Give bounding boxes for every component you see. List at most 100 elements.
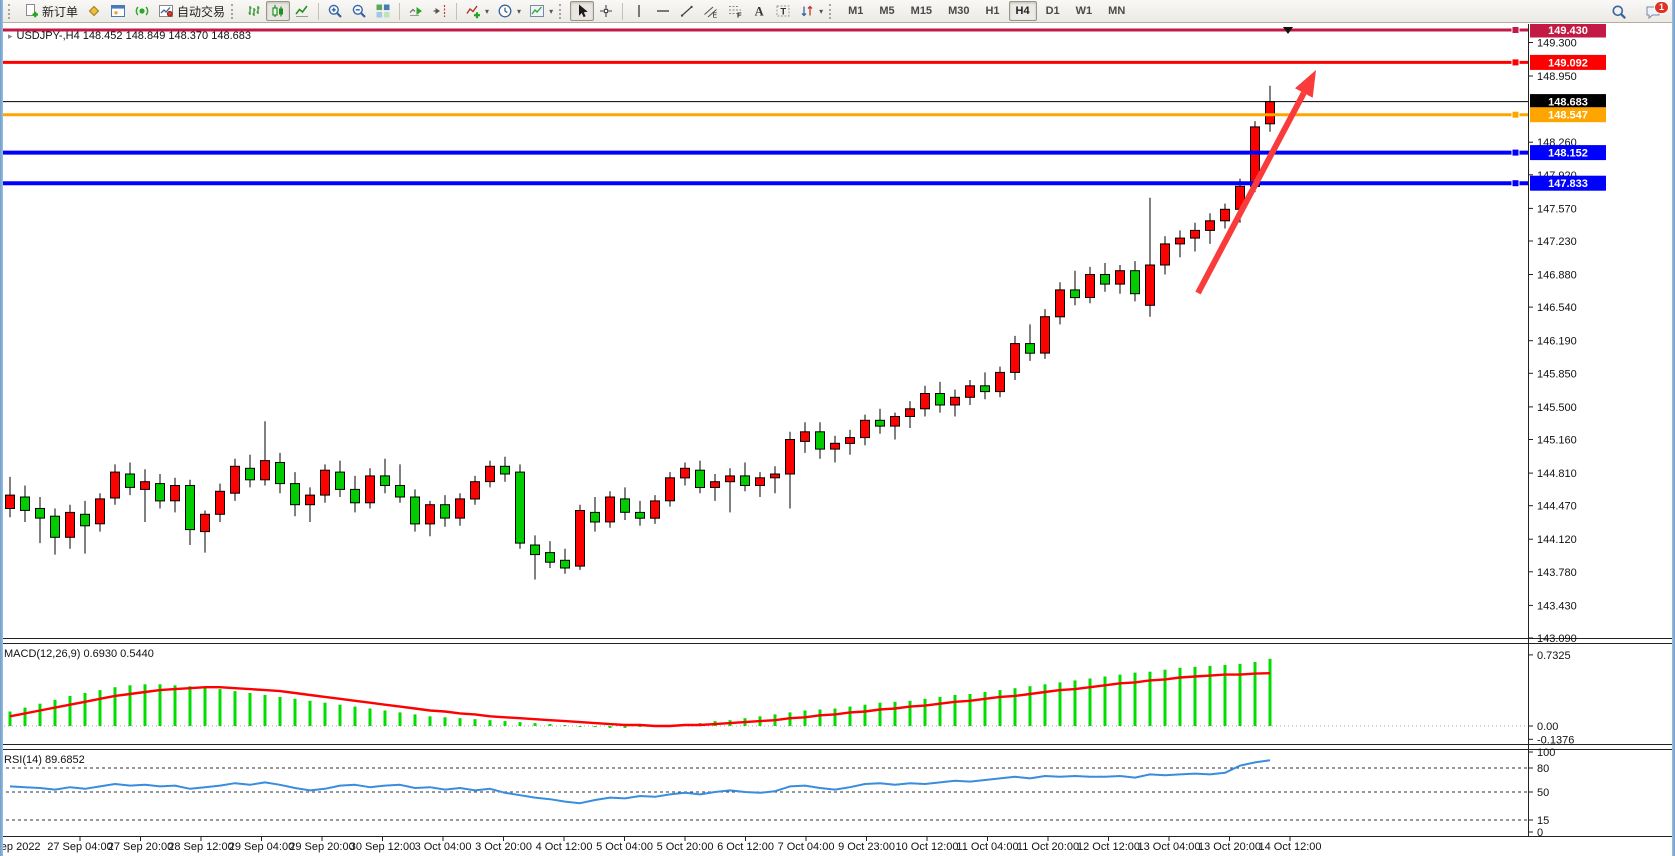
new-order-button[interactable]: 新订单 [19,1,82,21]
macd-histogram-bar [1103,676,1107,726]
chart-shift-button[interactable] [428,1,452,21]
zoom-out-button[interactable] [347,1,371,21]
macd-histogram-bar [848,706,852,726]
macd-histogram-bar [1193,666,1197,726]
timeframe-h1-button[interactable]: H1 [985,5,1000,17]
svg-text:F: F [737,11,742,20]
svg-text:T: T [780,7,786,18]
timeframe-h4-button[interactable]: H4 [1008,1,1037,21]
candle [515,471,525,544]
line-chart-button[interactable] [290,1,314,21]
search-button[interactable] [1607,2,1631,22]
candle [335,471,345,490]
text-button[interactable]: A [747,1,771,21]
macd-histogram-bar [308,700,312,726]
crosshair-button[interactable] [594,1,618,21]
timeframe-m1-button[interactable]: M1 [848,5,864,17]
candle [995,371,1005,393]
support-line-upper-handle[interactable] [1511,148,1520,157]
trend-arrow-annotation[interactable] [1195,70,1316,295]
chart-area[interactable]: ▸ USDJPY-,H4 148.452 148.849 148.370 148… [0,24,1675,856]
candle [710,481,720,489]
candle [1160,243,1170,266]
candle [455,498,465,519]
tile-windows-button[interactable] [371,1,395,21]
price-axis[interactable]: 149.300148.950148.260147.920147.570147.2… [1528,38,1577,646]
candlestick-chart-button[interactable] [266,1,291,21]
candle [1115,270,1125,285]
timeframe-d1-button[interactable]: D1 [1045,5,1060,17]
bars-icon [248,6,260,16]
autotrading-button[interactable]: 自动交易 [154,1,229,21]
macd-histogram-bar [218,689,222,726]
chart-info-line: ▸ USDJPY-,H4 148.452 148.849 148.370 148… [8,30,251,42]
doc-plus-icon [26,4,38,18]
current-price-line-price-badge: 148.683 [1530,94,1606,110]
candle [950,396,960,406]
indicators-button[interactable]: ▾ [461,1,493,21]
macd-histogram-bar [1178,667,1182,726]
dropdown-caret-icon[interactable]: ▾ [819,6,824,16]
market-watch-button[interactable] [106,1,130,21]
candle [1130,270,1140,295]
timeframe-mn-button[interactable]: MN [1108,5,1126,17]
window-border-left [0,0,3,856]
rsi-panel[interactable]: 100 80 50 150 [0,747,1555,839]
macd-histogram-bar [1223,664,1227,726]
candle [530,544,540,556]
templates-button[interactable]: ▾ [525,1,557,21]
chart-shift-marker[interactable] [1283,27,1293,34]
panel-splitter[interactable] [0,744,1675,750]
fibonacci-button[interactable]: F [723,1,747,21]
time-tick-label: 11 Oct 20:00 [1017,841,1079,853]
resistance-line-handle[interactable] [1511,58,1520,67]
toolbar-grip[interactable] [231,3,237,19]
macd-histogram-bar [1208,665,1212,726]
candle [695,469,705,489]
orange-level-line-handle[interactable] [1511,110,1520,119]
resistance-line-upper-handle[interactable] [1511,26,1520,34]
dropdown-caret-icon[interactable]: ▾ [517,6,522,16]
time-tick-label: 27 Sep 20:00 [108,841,173,853]
horizontal-line-button[interactable] [651,1,675,21]
macd-histogram-bar [53,699,57,726]
timeframe-m5-button[interactable]: M5 [879,5,895,17]
candle [725,475,735,483]
zoom-in-button[interactable] [323,1,347,21]
toolbar-grip[interactable] [829,3,835,19]
timeframe-w1-button[interactable]: W1 [1075,5,1093,17]
candle [395,485,405,498]
price-tick-label: 148.950 [1537,71,1577,83]
candle [425,504,435,525]
candle [80,513,90,527]
timeframe-m15-button[interactable]: M15 [910,5,933,17]
equidistant-channel-button[interactable]: E [699,1,723,21]
auto-scroll-button[interactable] [404,1,428,21]
periods-button[interactable]: ▾ [493,1,525,21]
dropdown-caret-icon[interactable]: ▾ [485,6,490,16]
candlestick-series[interactable] [5,85,1275,580]
timeframe-m30-button[interactable]: M30 [948,5,970,17]
arrows-button[interactable]: ▾ [795,1,827,21]
chart-profile-button[interactable] [82,1,106,21]
bar-chart-button[interactable] [242,1,266,21]
cursor-button[interactable] [570,1,595,21]
rsi-axis-label: 100 [1537,747,1555,759]
ohlc-expand-marker[interactable]: ▸ [8,30,13,41]
toolbar-grip[interactable] [8,3,14,19]
toolbar-separator [456,2,458,20]
panel-splitter[interactable] [0,638,1675,644]
dropdown-caret-icon[interactable]: ▾ [549,6,554,16]
new-order-button-label: 新订单 [42,4,79,19]
toolbar-grip[interactable] [559,3,565,19]
notifications-button[interactable]: 1 [1641,0,1669,22]
macd-panel[interactable]: 0.7325 0.00-0.1376 [0,650,1574,746]
support-line-lower-handle[interactable] [1511,179,1520,188]
trendline-button[interactable] [675,1,699,21]
vertical-line-button[interactable] [627,1,651,21]
macd-histogram-bar [518,722,522,726]
signals-button[interactable] [130,1,154,21]
macd-histogram-bar [578,726,582,727]
text-label-button[interactable]: T [771,1,795,21]
